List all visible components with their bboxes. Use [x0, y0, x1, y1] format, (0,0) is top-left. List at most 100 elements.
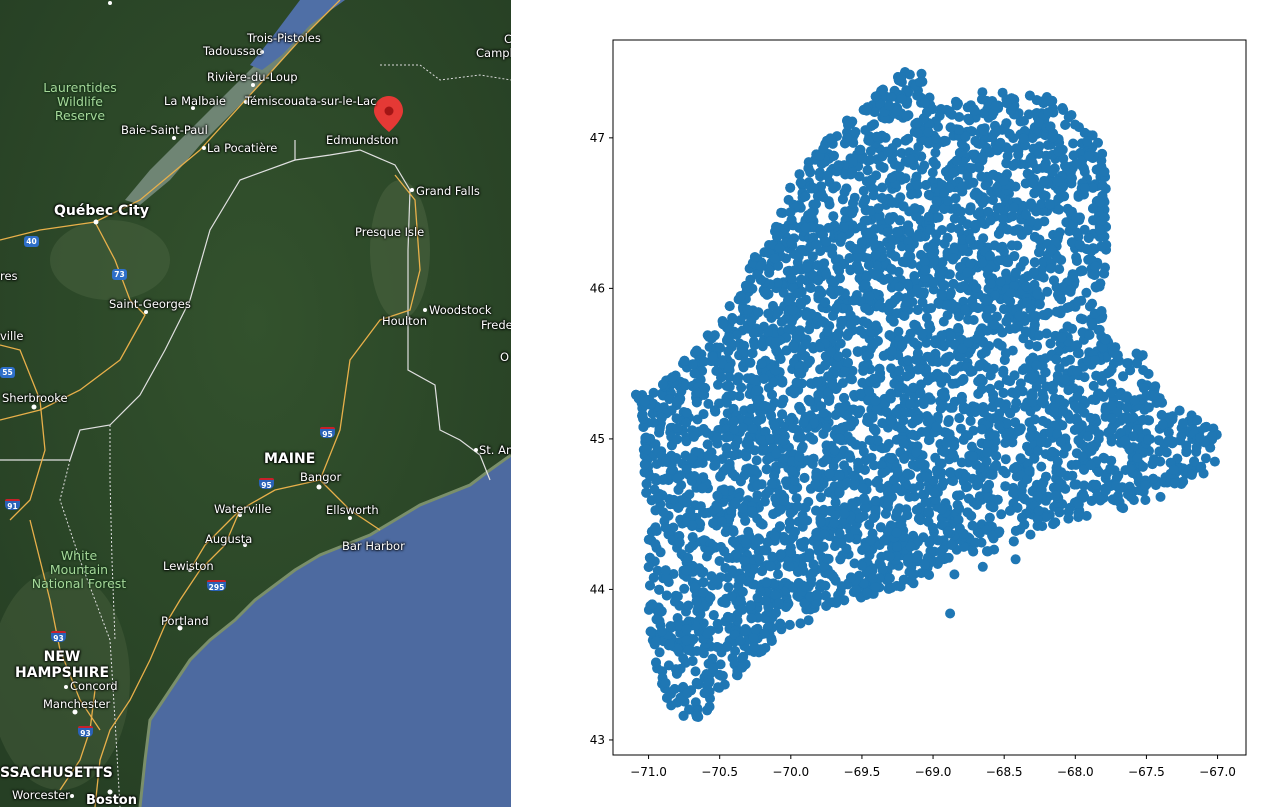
atlantic-ocean [140, 455, 511, 807]
scatter-point [1068, 138, 1079, 149]
place-label-campbellton: Campb [476, 46, 511, 60]
scatter-point [924, 352, 935, 363]
scatter-point [902, 468, 913, 479]
region-label-massachusetts: SSACHUSETTS [0, 765, 113, 781]
scatter-point [1052, 252, 1063, 263]
place-label-lewiston: Lewiston [163, 559, 214, 573]
scatter-point [751, 455, 762, 466]
scatter-point [839, 595, 850, 606]
scatter-point [785, 534, 796, 545]
park-label-white-mountain: White Mountain National Forest [31, 548, 127, 591]
scatter-point [1008, 487, 1019, 498]
scatter-chart-panel: −71.0 −70.5 −70.0 −69.5 −69.0 −68.5 −68.0 −67.5… [511, 0, 1274, 807]
scatter-point [987, 195, 998, 205]
scatter-point [1000, 481, 1011, 492]
scatter-point [898, 407, 909, 418]
scatter-point [927, 167, 938, 178]
scatter-point [687, 359, 698, 370]
scatter-point [911, 211, 922, 222]
scatter-point [953, 323, 964, 333]
scatter-point [1001, 316, 1012, 327]
scatter-point [712, 432, 723, 443]
scatter-point [652, 565, 663, 576]
scatter-point [862, 165, 873, 176]
scatter-point [858, 578, 869, 589]
scatter-point [784, 415, 795, 426]
scatter-point [872, 435, 883, 446]
scatter-point [865, 154, 876, 165]
scatter-point [1167, 411, 1178, 422]
farmland [370, 180, 430, 320]
place-label-la-pocatiere: La Pocatière [207, 141, 278, 155]
scatter-point [997, 241, 1008, 252]
scatter-point [996, 509, 1007, 520]
place-label-manchester: Manchester [43, 697, 111, 711]
scatter-point [1038, 256, 1049, 267]
scatter-point [661, 572, 672, 583]
scatter-point [815, 492, 826, 503]
scatter-point [1148, 473, 1159, 484]
city-dots [31, 1, 478, 798]
scatter-point [730, 497, 741, 508]
region-label-new-hampshire: NEW HAMPSHIRE [14, 649, 110, 681]
scatter-point [877, 182, 888, 193]
scatter-point [1075, 313, 1086, 324]
scatter-point [1079, 224, 1090, 235]
scatter-point [868, 460, 879, 471]
scatter-point [722, 572, 733, 583]
scatter-point [1138, 383, 1149, 394]
scatter-point [1154, 446, 1165, 457]
place-label-bar-harbor: Bar Harbor [342, 539, 405, 553]
scatter-point [1071, 227, 1082, 238]
scatter-point [638, 422, 649, 432]
scatter-point [955, 423, 966, 434]
scatter-point [687, 532, 698, 543]
scatter-point [1000, 454, 1011, 465]
place-label-quebec-city: Québec City [54, 203, 149, 219]
st-lawrence-estuary [125, 0, 340, 205]
scatter-point [836, 316, 847, 326]
scatter-point [1041, 328, 1052, 339]
scatter-point [926, 303, 937, 314]
scatter-point [744, 439, 755, 450]
place-label-saint-georges: Saint-Georges [109, 297, 191, 311]
scatter-point [649, 484, 660, 495]
scatter-point [930, 452, 941, 463]
scatter-point [690, 666, 701, 677]
scatter-point [933, 356, 943, 367]
scatter-point [891, 507, 902, 518]
scatter-point [1153, 435, 1164, 446]
place-label-baie-saint-paul: Baie-Saint-Paul [121, 123, 208, 137]
scatter-point [712, 642, 723, 652]
scatter-point [956, 457, 967, 468]
scatter-point [1209, 456, 1220, 467]
scatter-point [772, 277, 783, 288]
route-73-shield-icon: 73 [112, 269, 127, 280]
scatter-point [746, 403, 757, 414]
scatter-point [1088, 380, 1099, 391]
scatter-point [796, 443, 807, 454]
satellite-map[interactable]: Trois-Pistoles Tadoussac Rivière-du-Loup… [0, 0, 511, 807]
province-border [380, 64, 511, 81]
highways [0, 0, 421, 807]
place-label-edmundston: Edmundston [326, 133, 399, 147]
scatter-point [650, 539, 661, 550]
location-pin-icon[interactable] [374, 96, 403, 132]
scatter-point [847, 501, 858, 512]
scatter-point [845, 373, 856, 384]
scatter-point [745, 274, 756, 285]
place-label-concord: Concord [70, 679, 118, 693]
scatter-point [1003, 144, 1014, 155]
scatter-point [777, 208, 788, 218]
scatter-point [1036, 461, 1047, 472]
scatter-point [796, 274, 807, 285]
scatter-point [847, 365, 858, 376]
scatter-chart: −71.0 −70.5 −70.0 −69.5 −69.0 −68.5 −68.0 −67.5… [590, 39, 1247, 779]
scatter-point [864, 435, 875, 446]
scatter-point [889, 475, 900, 485]
scatter-point [822, 326, 833, 337]
scatter-point [655, 547, 666, 558]
scatter-point [1081, 510, 1092, 521]
scatter-point [977, 87, 988, 98]
scatter-point [966, 441, 977, 452]
